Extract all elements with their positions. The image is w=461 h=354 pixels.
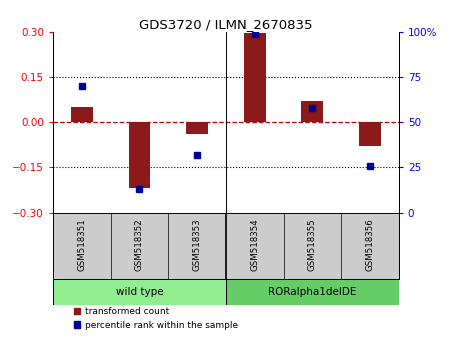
Text: GSM518351: GSM518351 bbox=[77, 218, 86, 271]
Bar bbox=[244, 33, 266, 122]
Text: wild type: wild type bbox=[116, 287, 163, 297]
Bar bbox=[186, 122, 208, 134]
Text: GSM518353: GSM518353 bbox=[193, 218, 201, 271]
Text: GSM518356: GSM518356 bbox=[366, 218, 374, 271]
Bar bbox=[71, 107, 93, 122]
Bar bbox=[226, 279, 399, 306]
Title: GDS3720 / ILMN_2670835: GDS3720 / ILMN_2670835 bbox=[139, 18, 313, 31]
Text: GSM518352: GSM518352 bbox=[135, 218, 144, 271]
Legend: transformed count, percentile rank within the sample: transformed count, percentile rank withi… bbox=[70, 303, 242, 333]
Text: GSM518355: GSM518355 bbox=[308, 218, 317, 271]
Bar bbox=[129, 122, 150, 188]
Text: GSM518354: GSM518354 bbox=[250, 218, 259, 271]
Bar bbox=[301, 101, 323, 122]
Bar bbox=[53, 279, 226, 306]
Text: RORalpha1delDE: RORalpha1delDE bbox=[268, 287, 356, 297]
Bar bbox=[359, 122, 381, 146]
